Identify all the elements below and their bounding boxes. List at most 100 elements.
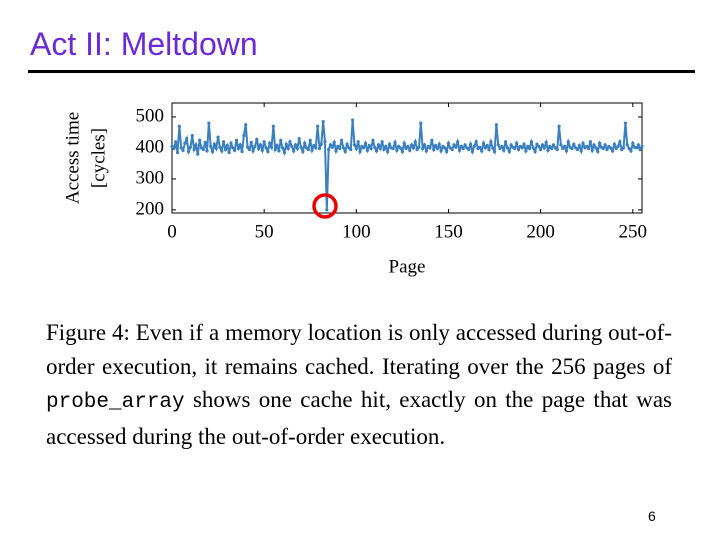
data-point [210,150,215,154]
data-point [251,149,255,153]
data-point [343,150,347,154]
data-point [428,146,432,150]
data-point [527,146,532,151]
data-point [218,145,222,149]
x-tick-label: 100 [342,221,371,242]
data-point [393,140,397,144]
y-axis-label: [cycles] [88,128,109,188]
data-point [408,148,412,153]
data-point [581,141,585,145]
data-point [244,123,248,127]
data-point [422,143,427,147]
data-point [634,146,639,150]
figure-caption: Figure 4: Even if a memory location is o… [46,316,672,453]
caption-code: probe_array [46,391,185,414]
data-point [470,150,475,154]
data-point [231,146,235,150]
data-point [282,150,287,155]
data-point [188,145,193,149]
data-point [515,141,519,145]
data-point [378,146,382,151]
data-point [363,141,368,145]
data-point [533,150,537,154]
data-point [323,140,327,144]
data-point [382,147,386,152]
data-point [371,138,375,142]
data-point [544,140,548,144]
data-point [612,142,616,146]
data-point [334,149,338,153]
data-point [404,146,408,151]
data-point [555,147,559,152]
data-point [238,143,242,147]
x-tick-label: 250 [619,221,648,242]
data-point [367,143,371,148]
data-point [566,140,570,144]
data-point [354,146,358,151]
plot-frame [171,102,643,214]
data-point [249,140,253,144]
data-point [618,140,622,144]
y-tick-label: 200 [136,198,165,219]
data-point [472,144,476,148]
data-point [478,145,482,149]
data-point [186,150,191,154]
data-point [198,138,202,142]
data-point [310,148,314,153]
data-line [171,119,643,210]
data-point [212,142,216,146]
data-point [498,146,502,151]
data-point [362,146,366,150]
data-point [196,152,200,156]
data-point [336,144,340,148]
data-point [489,140,493,144]
data-point [411,146,416,150]
data-point [592,143,596,147]
data-point [301,150,305,154]
data-point [179,146,183,150]
data-point [636,143,640,147]
highlight-circle [312,193,338,219]
data-point [550,146,554,151]
data-point [579,149,583,153]
data-point [432,147,436,152]
data-point [273,147,277,152]
data-point [522,142,526,146]
data-point [395,148,399,153]
data-point [564,149,569,153]
data-point [577,143,581,148]
data-point [430,138,434,142]
data-point [356,140,360,144]
caption-text: shows one cache hit, exactly on the page… [46,387,672,449]
data-point [524,149,528,153]
data-point [190,133,194,138]
data-point [262,140,266,144]
y-tick-label: 500 [136,105,165,126]
data-point [594,146,598,150]
data-point [349,147,353,152]
data-point [358,150,362,154]
data-point [638,147,642,152]
data-point [319,142,323,146]
chart: Page Access time [cycles] 0 50 100 150 200 25… [62,102,648,277]
data-point [419,121,423,125]
data-point [585,144,589,148]
data-point [529,140,534,144]
data-point [387,142,392,146]
data-point [483,146,487,150]
data-point [181,148,185,153]
data-point [400,150,404,154]
data-point [424,149,428,153]
data-point [192,147,196,152]
data-point [513,146,517,151]
data-point [406,144,410,148]
data-point [352,143,357,147]
x-tick-label: 150 [434,221,463,242]
data-point [437,142,441,146]
data-point [623,121,628,125]
data-point [629,149,633,153]
data-point [616,144,620,148]
data-point [279,138,283,142]
data-point [288,140,292,144]
data-point [284,142,288,146]
